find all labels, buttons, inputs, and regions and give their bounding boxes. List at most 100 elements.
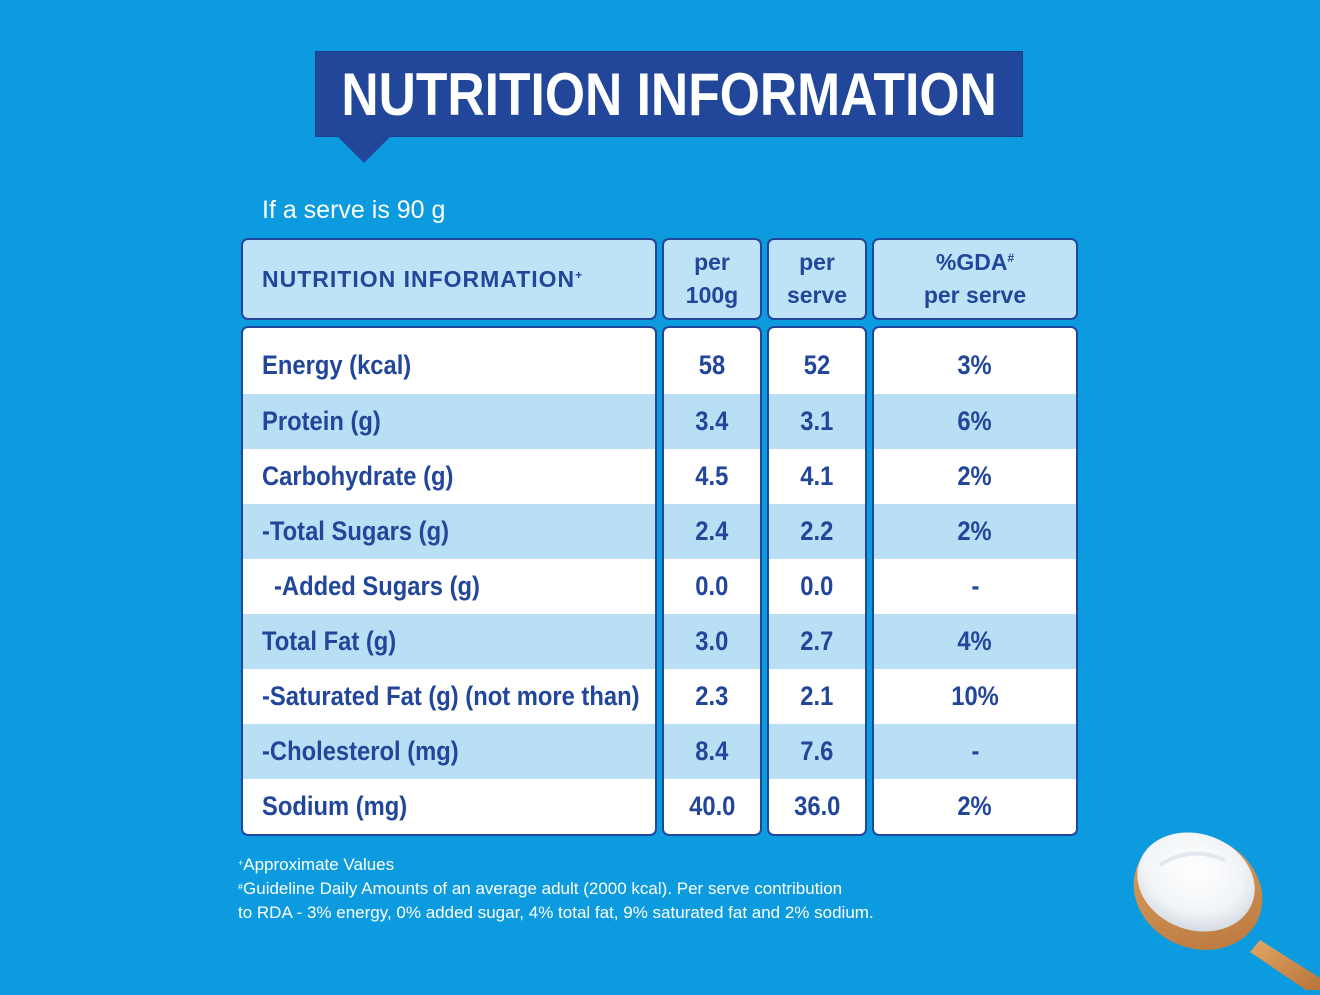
table-row: 8.4 [664, 724, 760, 779]
nutrient-label: Energy (kcal) [262, 350, 412, 380]
nutrient-label: -Total Sugars (g) [262, 516, 449, 546]
table-row: 7.6 [769, 724, 865, 779]
banner-title: NUTRITION INFORMATION [341, 60, 997, 128]
gda-value: 3% [957, 350, 993, 380]
table-row: 4.1 [769, 449, 865, 504]
table-row: 2% [874, 449, 1076, 504]
per-serve-value: 4.1 [800, 461, 834, 491]
gda-value: 2% [957, 461, 993, 491]
per-serve-value: 52 [803, 350, 831, 380]
nutrient-label: -Saturated Fat (g) (not more than) [262, 681, 640, 711]
table-row: 2.2 [769, 504, 865, 559]
table-row: 4% [874, 614, 1076, 669]
per-100g-value: 40.0 [688, 791, 736, 821]
table-row: -Added Sugars (g) [243, 559, 655, 614]
gda-value: - [971, 736, 979, 766]
table-row: 2% [874, 779, 1076, 834]
nutrient-label: Carbohydrate (g) [262, 461, 454, 491]
table-row: 0.0 [664, 559, 760, 614]
table-row: 2.7 [769, 614, 865, 669]
table-row: 2.4 [664, 504, 760, 559]
table-row: - [874, 724, 1076, 779]
table-row: 2.3 [664, 669, 760, 724]
banner-pointer [336, 135, 392, 163]
header-per-100g-line1: per [694, 249, 730, 275]
title-banner: NUTRITION INFORMATION [316, 52, 1022, 136]
header-nutrient-label: NUTRITION INFORMATION [262, 265, 576, 292]
header-per-100g: per 100g [662, 238, 762, 320]
nutrient-label: Protein (g) [262, 406, 381, 436]
per-100g-value: 58 [698, 350, 726, 380]
table-row: 2.1 [769, 669, 865, 724]
per-serve-value: 0.0 [800, 571, 834, 601]
table-row: - [874, 559, 1076, 614]
per-100g-value: 4.5 [695, 461, 729, 491]
column-nutrient: Energy (kcal) Protein (g) Carbohydrate (g)… [241, 326, 657, 836]
gda-value: - [971, 571, 979, 601]
gda-value: 2% [957, 791, 993, 821]
table-row: Carbohydrate (g) [243, 449, 655, 504]
table-row: 3.4 [664, 394, 760, 449]
table-row: -Total Sugars (g) [243, 504, 655, 559]
table-row: 40.0 [664, 779, 760, 834]
header-nutrient: NUTRITION INFORMATION+ [241, 238, 657, 320]
per-serve-value: 7.6 [800, 736, 834, 766]
per-100g-value: 8.4 [695, 736, 729, 766]
serve-size-note: If a serve is 90 g [262, 196, 446, 224]
gda-value: 2% [957, 516, 993, 546]
table-row: 2% [874, 504, 1076, 559]
table-row: -Cholesterol (mg) [243, 724, 655, 779]
header-gda-sup: # [1007, 251, 1015, 265]
table-row: -Saturated Fat (g) (not more than) [243, 669, 655, 724]
footnotes: +Approximate Values #Guideline Daily Amo… [238, 853, 874, 925]
footnote-approximate: +Approximate Values [238, 853, 874, 877]
column-gda: 3% 6% 2% 2% - 4% 10% - 2% [872, 326, 1078, 836]
footnote-gda: #Guideline Daily Amounts of an average a… [238, 877, 874, 901]
table-row: 0.0 [769, 559, 865, 614]
table-row: Total Fat (g) [243, 614, 655, 669]
per-serve-value: 2.2 [800, 516, 834, 546]
yogurt-spoon-icon [1110, 820, 1320, 990]
header-gda: %GDA# per serve [872, 238, 1078, 320]
footnote-rda: to RDA - 3% energy, 0% added sugar, 4% t… [238, 903, 874, 922]
table-row: 3.1 [769, 394, 865, 449]
table-row: 6% [874, 394, 1076, 449]
table-row: Sodium (mg) [243, 779, 655, 834]
per-serve-value: 3.1 [800, 406, 834, 436]
table-row: Energy (kcal) [243, 338, 655, 393]
column-per-serve: 52 3.1 4.1 2.2 0.0 2.7 2.1 7.6 36.0 [767, 326, 867, 836]
header-per-serve: per serve [767, 238, 867, 320]
header-per-100g-line2: 100g [685, 282, 739, 308]
table-row: Protein (g) [243, 394, 655, 449]
per-100g-value: 2.3 [695, 681, 729, 711]
footnote-plus-mark: + [238, 858, 244, 868]
per-100g-value: 2.4 [695, 516, 729, 546]
nutrient-label: -Cholesterol (mg) [262, 736, 459, 766]
column-per-100g: 58 3.4 4.5 2.4 0.0 3.0 2.3 8.4 40.0 [662, 326, 762, 836]
table-row: 52 [769, 338, 865, 393]
gda-value: 10% [951, 681, 999, 711]
per-100g-value: 0.0 [695, 571, 729, 601]
table-row: 4.5 [664, 449, 760, 504]
header-gda-line1: %GDA [935, 249, 1008, 275]
header-per-serve-line1: per [799, 249, 835, 275]
table-row: 58 [664, 338, 760, 393]
per-100g-value: 3.4 [695, 406, 729, 436]
nutrient-label: -Added Sugars (g) [274, 571, 480, 601]
footnote-approximate-text: Approximate Values [243, 855, 395, 874]
table-row: 3.0 [664, 614, 760, 669]
table-row: 3% [874, 338, 1076, 393]
header-gda-line2: per serve [923, 282, 1027, 308]
nutrient-label: Sodium (mg) [262, 791, 408, 821]
header-per-serve-line2: serve [786, 282, 848, 308]
footnote-hash-mark: # [238, 882, 244, 892]
per-serve-value: 36.0 [793, 791, 841, 821]
per-serve-value: 2.7 [800, 626, 834, 656]
gda-value: 4% [957, 626, 993, 656]
table-row: 36.0 [769, 779, 865, 834]
nutrient-label: Total Fat (g) [262, 626, 397, 656]
per-serve-value: 2.1 [800, 681, 834, 711]
header-nutrient-sup: + [575, 267, 584, 282]
gda-value: 6% [957, 406, 993, 436]
footnote-gda-text: Guideline Daily Amounts of an average ad… [243, 879, 843, 898]
